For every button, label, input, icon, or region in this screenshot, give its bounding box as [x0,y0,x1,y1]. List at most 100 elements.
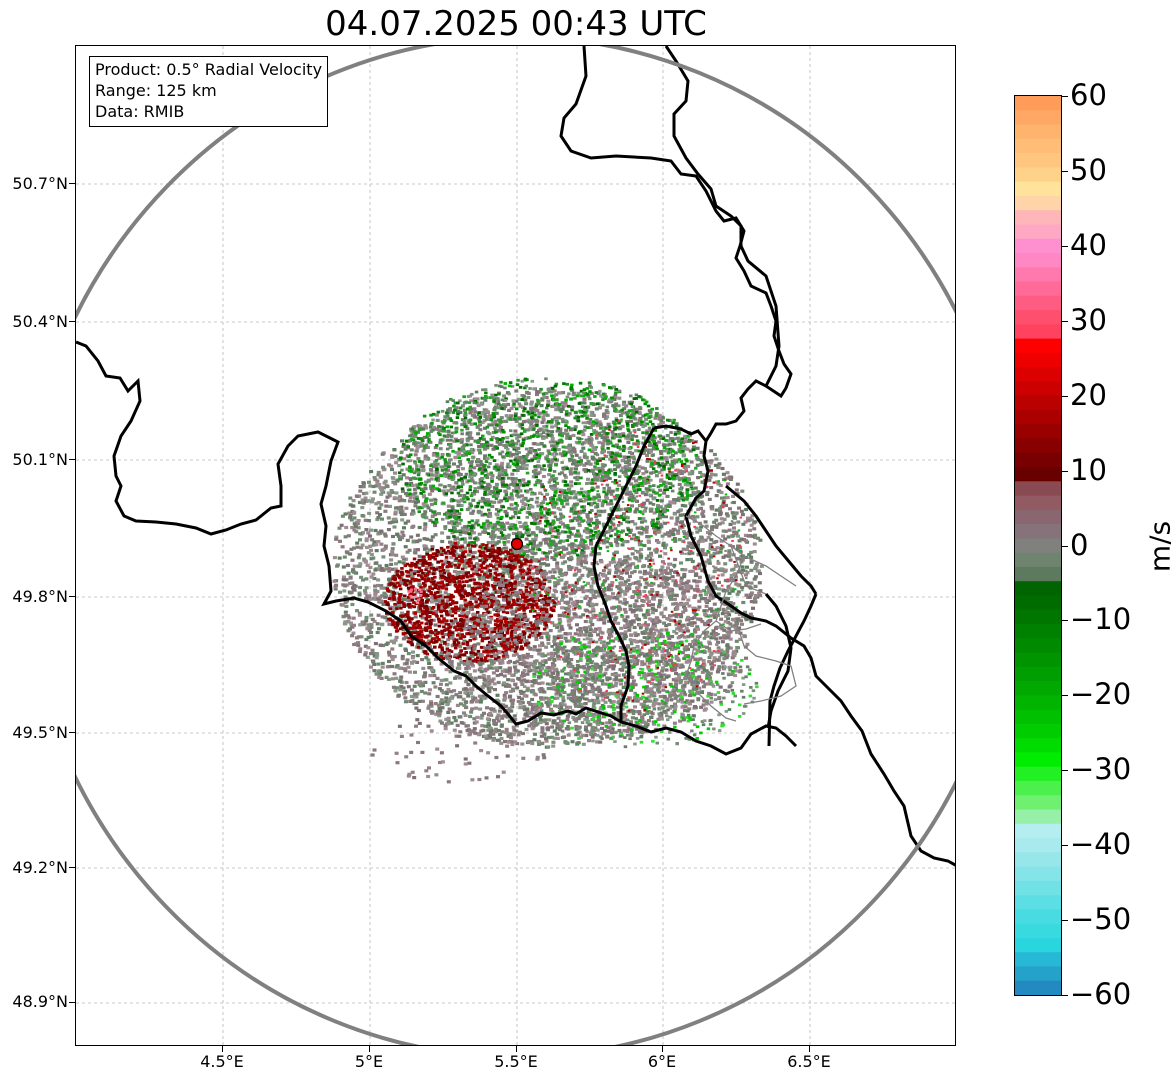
echo-cell [390,677,395,681]
echo-cell [604,476,609,481]
echo-cell [649,553,654,557]
echo-cell [524,531,529,535]
echo-cell [550,430,555,434]
echo-cell [492,709,497,713]
echo-cell [689,460,694,464]
echo-cell [549,656,554,660]
echo-cell [749,523,754,527]
echo-cell [491,659,496,663]
echo-cell [551,593,556,597]
echo-cell [509,406,514,411]
echo-cell [740,565,745,569]
echo-cell [342,555,347,559]
echo-cell [373,478,378,482]
echo-cell [597,513,602,517]
echo-cell [633,613,638,618]
echo-cell [617,427,622,431]
echo-cell [586,589,591,593]
echo-cell [545,631,550,635]
echo-cell [735,482,740,486]
echo-cell [385,619,390,623]
echo-cell [469,422,474,426]
echo-cell [387,463,392,467]
echo-cell [616,609,621,613]
echo-cell [673,498,678,502]
echo-cell [373,568,378,572]
echo-cell [574,467,578,471]
echo-cell [637,672,642,677]
echo-cell [577,511,582,515]
echo-cell [440,596,445,600]
echo-cell [366,499,371,503]
echo-cell [717,587,722,591]
echo-cell [521,405,525,409]
echo-cell [487,615,492,619]
echo-cell [401,473,406,477]
echo-cell [597,498,602,503]
echo-cell [607,628,612,632]
echo-cell [444,668,449,672]
echo-cell [596,534,601,538]
echo-cell [413,434,418,438]
echo-cell [550,425,555,429]
echo-cell [405,493,410,498]
echo-cell [688,515,693,519]
echo-cell [519,460,524,465]
echo-cell [552,483,557,488]
echo-cell [525,686,530,690]
echo-cell [626,410,631,414]
echo-cell [370,497,375,501]
echo-cell [749,550,754,554]
echo-cell [471,729,476,734]
echo-cell [449,721,454,725]
echo-cell [387,569,392,573]
echo-cell [660,416,665,420]
echo-cell [584,438,589,442]
echo-cell [538,715,543,719]
echo-cell [603,432,608,436]
echo-cell [451,621,456,625]
echo-cell [446,638,451,642]
echo-cell [581,613,586,617]
echo-cell [717,489,722,494]
echo-cell [590,456,595,460]
echo-cell [438,572,443,576]
radar-map[interactable] [75,45,956,1046]
echo-cell [539,704,544,708]
echo-cell [417,680,421,684]
echo-cell [437,550,442,554]
echo-cell [443,632,448,637]
echo-cell [468,536,473,540]
echo-cell [673,702,677,706]
echo-cell [439,606,444,610]
echo-cell [400,439,404,443]
echo-cell [556,579,561,583]
echo-cell [540,398,545,402]
echo-cell [594,467,599,471]
echo-cell [409,448,414,452]
echo-cell [588,631,593,635]
echo-cell [697,562,702,566]
echo-cell [558,427,563,431]
echo-cell [344,525,349,530]
echo-cell [654,474,659,478]
echo-cell [568,449,573,453]
echo-cell [707,673,712,677]
echo-cell [560,454,565,458]
echo-cell [673,539,678,543]
echo-cell [584,469,589,474]
echo-cell [435,710,440,714]
echo-cell [357,649,362,654]
echo-cell [597,638,602,642]
echo-cell [366,551,371,555]
echo-cell [686,544,691,549]
echo-cell [673,582,678,586]
echo-cell [458,607,463,611]
echo-cell [463,713,468,717]
echo-cell [512,661,517,665]
echo-cell [712,584,717,588]
echo-cell [445,417,450,421]
echo-cell [510,572,515,576]
echo-cell [736,570,741,574]
echo-cell [753,600,758,604]
